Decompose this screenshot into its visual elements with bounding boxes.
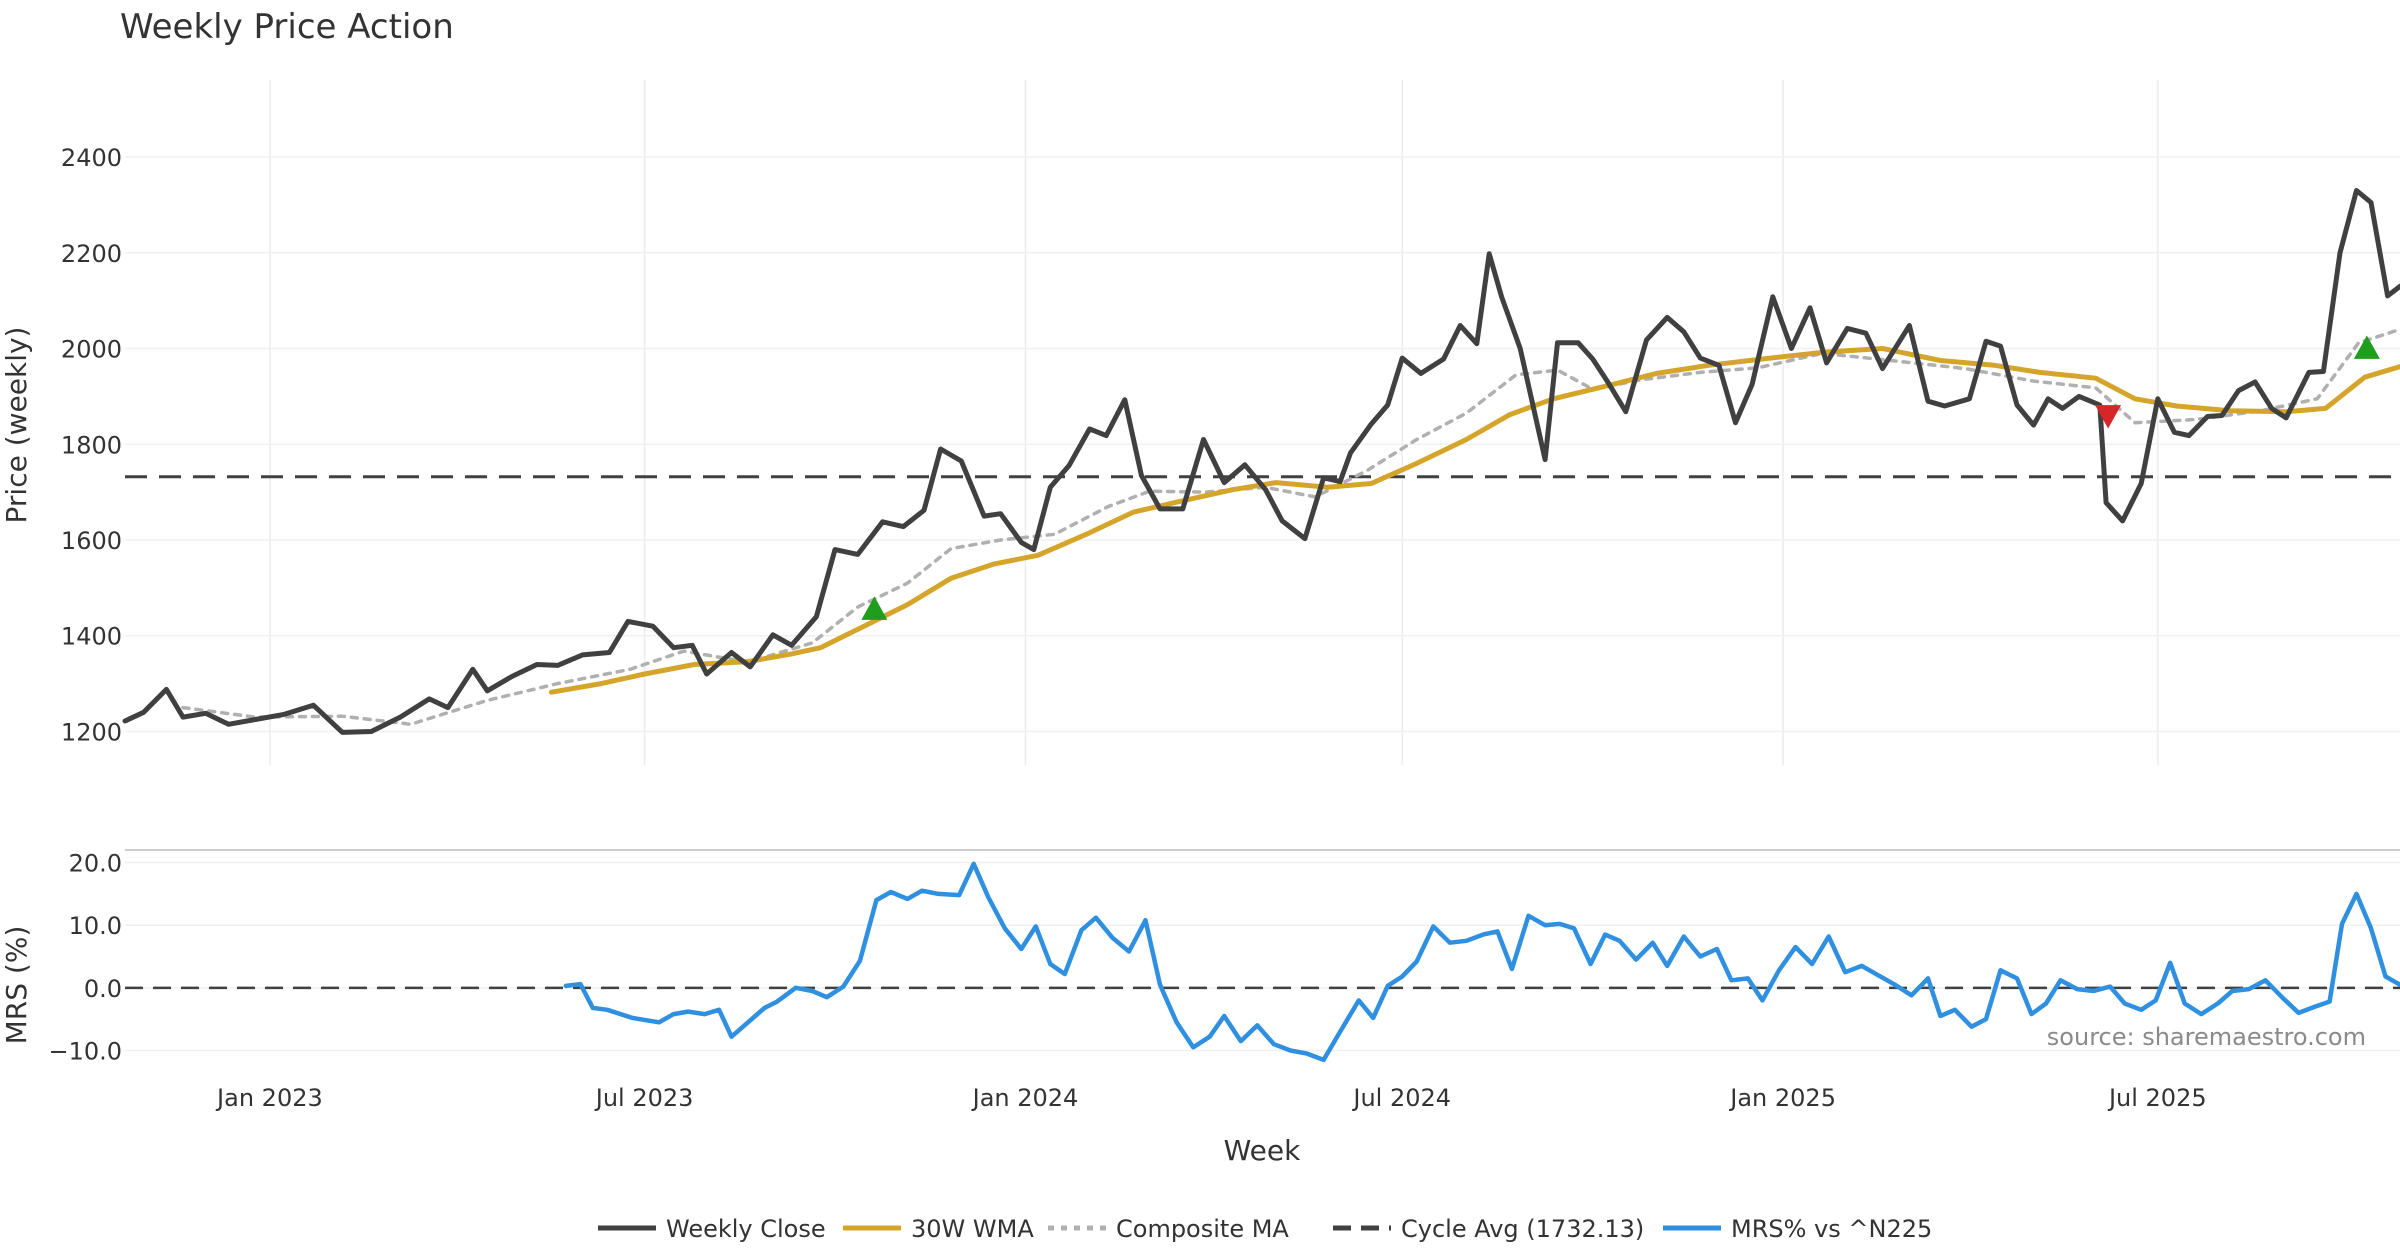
legend-label: 30W WMA [911, 1215, 1034, 1243]
mrs-y-tick: 20.0 [69, 850, 122, 878]
sell-signal-marker [2095, 405, 2122, 429]
x-tick: Jul 2023 [594, 1084, 694, 1112]
mrs-y-tick: −10.0 [48, 1037, 122, 1065]
signal-markers [861, 335, 2380, 620]
price-y-tick: 1600 [61, 527, 122, 555]
chart-title: Weekly Price Action [120, 7, 454, 47]
legend-label: MRS% vs ^N225 [1731, 1215, 1932, 1243]
series-weekly-close [122, 188, 2400, 735]
source-note: source: sharemaestro.com [2047, 1023, 2366, 1051]
x-tick: Jan 2023 [215, 1084, 323, 1112]
mrs-series-group [563, 861, 2400, 1063]
legend-label: Cycle Avg (1732.13) [1401, 1215, 1644, 1243]
legend: Weekly Close 30W WMA Composite MA Cycle Avg… [598, 1215, 1932, 1243]
legend-label: Weekly Close [666, 1215, 826, 1243]
mrs-y-tick: 0.0 [84, 975, 122, 1003]
x-tick: Jul 2025 [2107, 1084, 2207, 1112]
price-panel-grid [125, 80, 2400, 765]
price-y-tick: 2200 [61, 240, 122, 268]
series-composite-ma [181, 327, 2400, 727]
x-tick-labels: Jan 2023 Jul 2023 Jan 2024 Jul 2024 Jan 2025… [215, 1084, 2207, 1112]
price-y-axis-label: Price (weekly) [0, 327, 33, 524]
mrs-y-axis-label: MRS (%) [0, 926, 33, 1045]
series-30w-wma [548, 346, 2400, 695]
x-tick: Jan 2024 [971, 1084, 1079, 1112]
mrs-y-tick-labels: 20.0 10.0 0.0 −10.0 [48, 850, 122, 1066]
price-y-tick: 1800 [61, 431, 122, 459]
mrs-y-tick: 10.0 [69, 912, 122, 940]
price-y-tick: 1200 [61, 718, 122, 746]
x-tick: Jul 2024 [1351, 1084, 1451, 1112]
buy-signal-marker [2353, 335, 2380, 359]
legend-label: Composite MA [1116, 1215, 1289, 1243]
x-tick: Jan 2025 [1728, 1084, 1836, 1112]
price-y-tick: 1400 [61, 623, 122, 651]
price-y-tick: 2000 [61, 336, 122, 364]
price-y-tick-labels: 1200 1400 1600 1800 2000 2200 2400 [61, 144, 122, 746]
series-mrs [563, 861, 2400, 1063]
x-axis-label: Week [1224, 1134, 1301, 1167]
price-y-tick: 2400 [61, 144, 122, 172]
price-series-group [122, 188, 2400, 735]
buy-signal-marker [861, 596, 888, 620]
